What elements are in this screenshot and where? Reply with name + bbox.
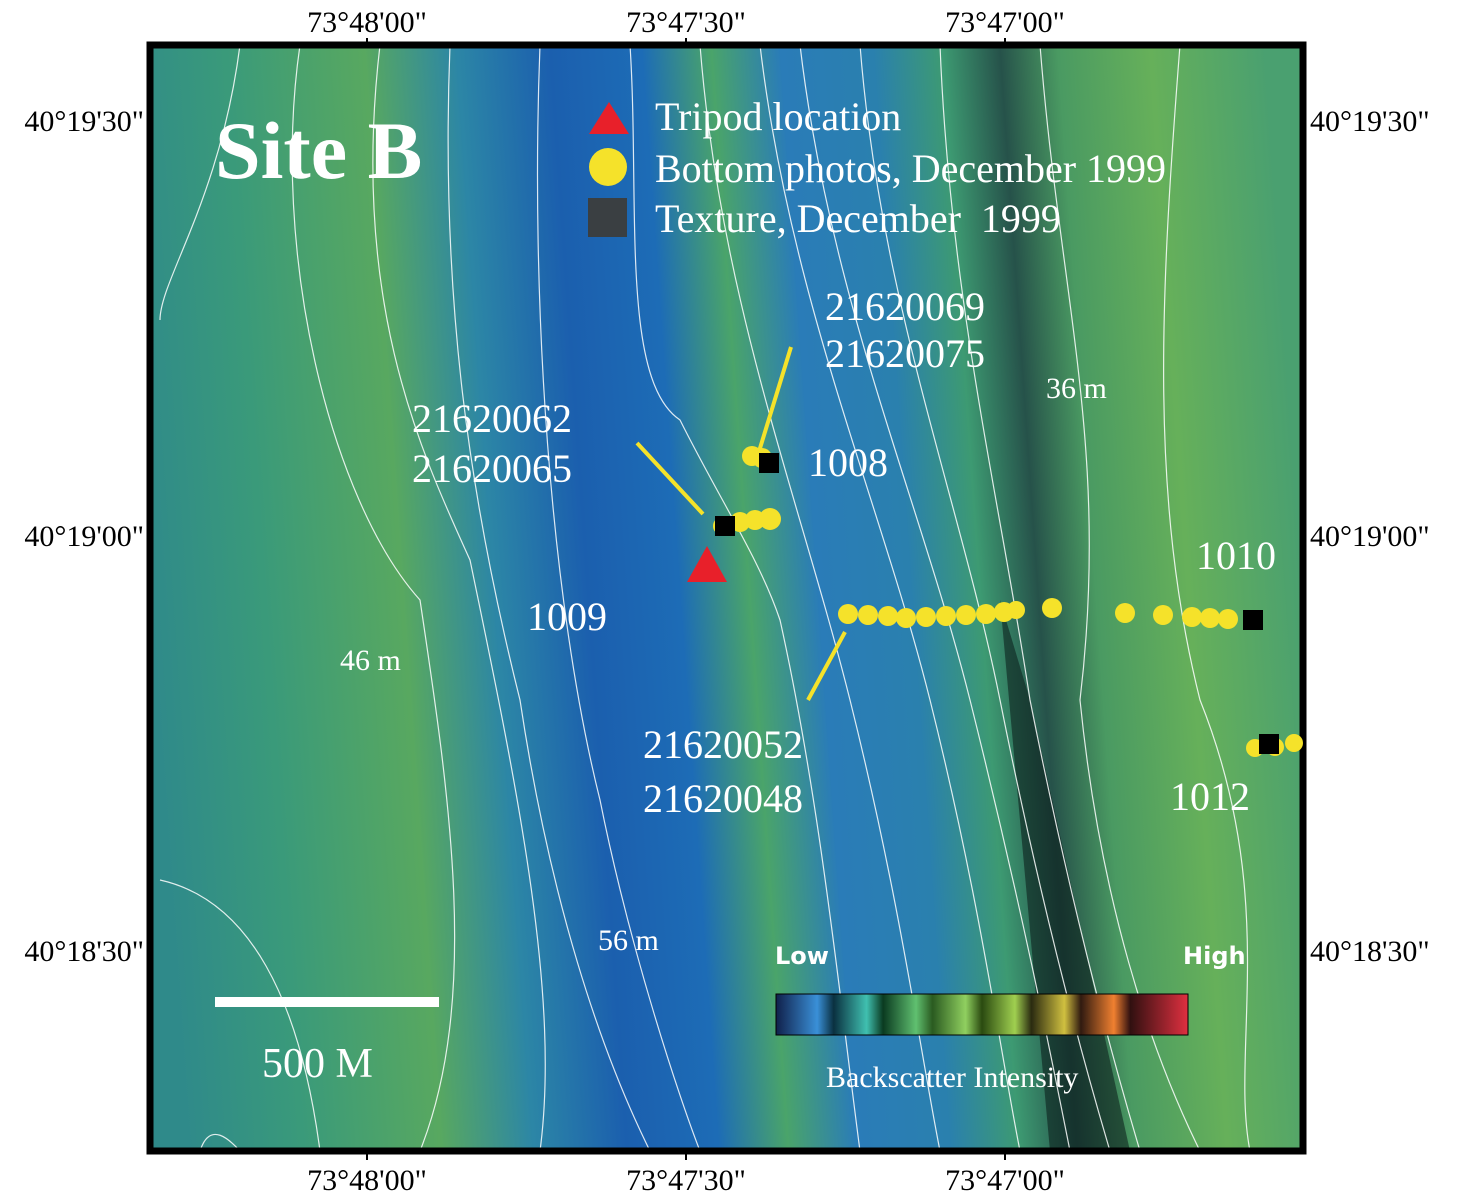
depth-label: 46 m <box>340 644 401 677</box>
station-label: 1009 <box>527 594 607 639</box>
longitude-label: 73°47'00" <box>945 6 1065 39</box>
legend-square <box>588 198 627 237</box>
page: {"title": "Site B", "longitude_labels": … <box>0 0 1460 1198</box>
legend-circle <box>589 148 627 186</box>
photo-id: 21620048 <box>643 776 803 821</box>
station-label: 1008 <box>808 440 888 485</box>
site-title: Site B <box>215 105 422 196</box>
longitude-label: 73°47'30" <box>626 6 746 39</box>
photo-id: 21620065 <box>412 446 572 491</box>
latitude-label: 40°18'30" <box>1310 935 1430 968</box>
latitude-label: 40°19'30" <box>24 105 144 138</box>
longitude-label: 73°47'30" <box>626 1164 746 1197</box>
latitude-label: 40°18'30" <box>24 935 144 968</box>
latitude-label: 40°19'00" <box>24 520 144 553</box>
colorbar-ramp <box>776 994 1188 1035</box>
station-label: 1012 <box>1170 774 1250 819</box>
longitude-label: 73°48'00" <box>307 1164 427 1197</box>
photo-id: 21620062 <box>412 396 572 441</box>
colorbar-low: Low <box>775 942 829 970</box>
longitude-label: 73°47'00" <box>945 1164 1065 1197</box>
scale-line <box>215 997 439 1007</box>
legend-label: Bottom photos, December 1999 <box>655 146 1166 191</box>
station-label: 1010 <box>1196 533 1276 578</box>
latitude-label: 40°19'00" <box>1310 520 1430 553</box>
legend-label: Tripod location <box>655 94 901 139</box>
colorbar-title: Backscatter Intensity <box>826 1061 1078 1094</box>
latitude-label: 40°19'30" <box>1310 105 1430 138</box>
colorbar-high: High <box>1183 942 1246 970</box>
depth-label: 56 m <box>598 924 659 957</box>
longitude-label: 73°48'00" <box>307 6 427 39</box>
depth-label: 36 m <box>1046 372 1107 405</box>
photo-id: 21620052 <box>643 722 803 767</box>
legend-label: Texture, December 1999 <box>655 196 1061 241</box>
scale-label: 500 M <box>262 1041 373 1087</box>
map: 73°48'00" 73°47'30" 73°47'00" 73°48'00" … <box>0 0 1460 1198</box>
photo-id: 21620069 <box>825 284 985 329</box>
photo-id: 21620075 <box>825 331 985 376</box>
